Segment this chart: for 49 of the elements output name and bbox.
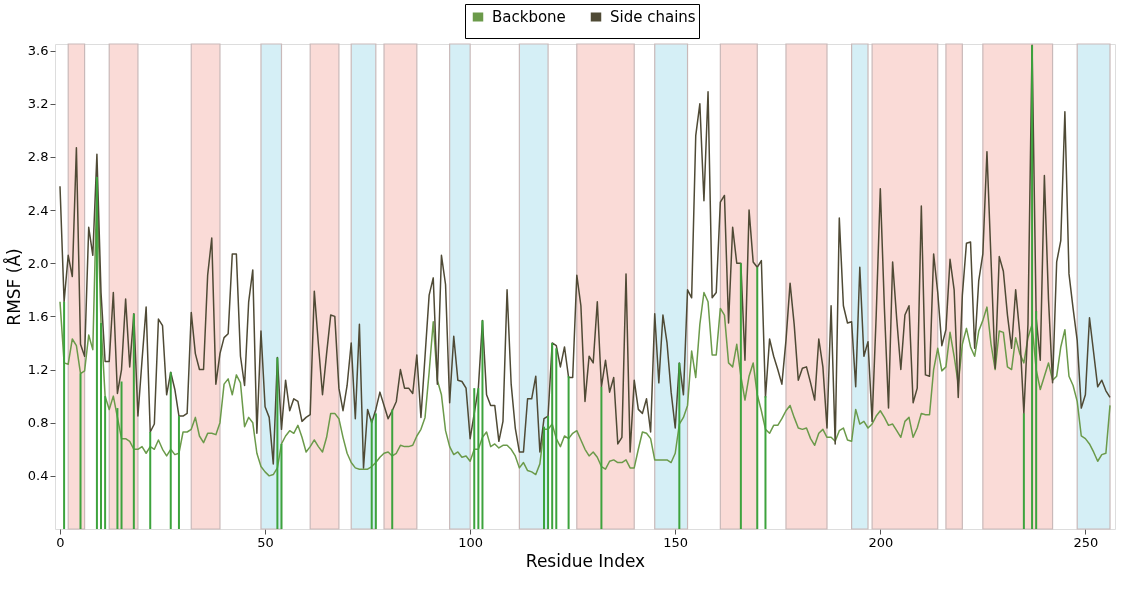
bar [280, 443, 283, 529]
x-tick-label: 200 [868, 534, 894, 550]
bar [120, 381, 123, 529]
bar [600, 386, 603, 529]
y-tick-label: 2.0 [27, 255, 49, 271]
y-axis-title: RMSF (Å) [2, 248, 24, 326]
x-tick-label: 150 [663, 534, 689, 550]
x-tick-label: 250 [1073, 534, 1099, 550]
bar [567, 376, 570, 529]
x-tick-label: 0 [56, 534, 65, 550]
bar [100, 323, 103, 529]
bar [555, 348, 558, 529]
legend-label: Backbone [492, 8, 566, 26]
bar [374, 413, 377, 529]
y-tick-label: 0.8 [27, 415, 49, 431]
bar [169, 372, 172, 529]
y-tick-label: 2.8 [27, 149, 49, 165]
y-tick-label: 0.4 [27, 468, 49, 484]
y-tick-label: 3.2 [27, 96, 49, 112]
bar [177, 416, 180, 529]
bar [739, 263, 742, 529]
legend-label: Side chains [610, 8, 696, 26]
y-tick-label: 1.2 [27, 362, 49, 378]
bar [116, 408, 119, 529]
bar [370, 418, 373, 529]
bar [132, 313, 135, 529]
y-tick-label: 1.6 [27, 308, 49, 324]
bar [1035, 311, 1038, 529]
y-tick-label: 2.4 [27, 202, 49, 218]
bar [104, 396, 107, 529]
x-tick-label: 50 [257, 534, 274, 550]
bar [477, 388, 480, 529]
x-axis-title: Residue Index [525, 550, 646, 571]
x-tick-label: 100 [458, 534, 484, 550]
bar [473, 388, 476, 529]
bar [276, 357, 279, 529]
bar [764, 396, 767, 529]
bar [678, 362, 681, 529]
bar [391, 409, 394, 529]
bar [551, 342, 554, 529]
y-tick-label: 3.6 [27, 43, 49, 59]
bar [547, 416, 550, 529]
bar [756, 267, 759, 529]
bar [542, 426, 545, 529]
bar [149, 432, 152, 529]
bar [481, 320, 484, 529]
bar [95, 176, 98, 529]
bar [1031, 45, 1034, 529]
bar [79, 373, 82, 529]
